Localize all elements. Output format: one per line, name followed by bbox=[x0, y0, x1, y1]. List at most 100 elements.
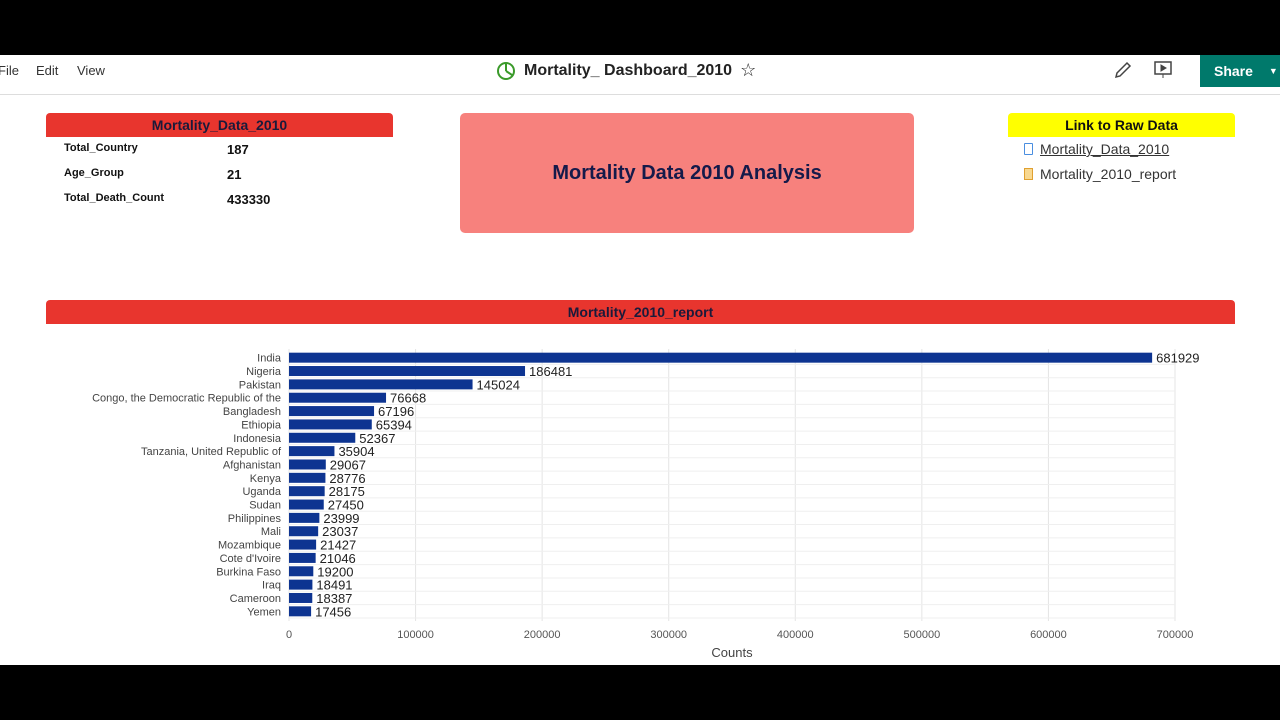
bar bbox=[289, 419, 372, 430]
links-header: Link to Raw Data bbox=[1008, 113, 1235, 137]
bar bbox=[289, 486, 325, 497]
category-label: Philippines bbox=[228, 513, 282, 525]
data-label: 29067 bbox=[330, 457, 366, 472]
data-label: 21046 bbox=[320, 551, 356, 566]
share-dropdown-icon[interactable]: ▼ bbox=[1268, 66, 1278, 76]
headline-box: Mortality Data 2010 Analysis bbox=[460, 113, 914, 233]
bar bbox=[289, 499, 324, 510]
share-button[interactable]: Share ▼ bbox=[1200, 55, 1280, 87]
category-label: Tanzania, United Republic of bbox=[141, 446, 282, 458]
bar bbox=[289, 512, 320, 523]
category-label: Sudan bbox=[249, 500, 281, 512]
link-text[interactable]: Mortality_Data_2010 bbox=[1040, 141, 1170, 157]
category-label: Pakistan bbox=[239, 379, 281, 391]
bar bbox=[289, 446, 335, 457]
sheet-icon bbox=[1024, 143, 1033, 155]
x-tick-label: 200000 bbox=[524, 629, 561, 641]
link-mortality-report[interactable]: Mortality_2010_report bbox=[1024, 166, 1176, 182]
x-tick-label: 700000 bbox=[1157, 629, 1194, 641]
data-label: 21427 bbox=[320, 538, 356, 553]
dashboard-screen: File Edit View Mortality_ Dashboard_2010… bbox=[0, 55, 1280, 665]
data-label: 35904 bbox=[338, 444, 374, 459]
data-label: 681929 bbox=[1156, 351, 1199, 366]
bar bbox=[289, 379, 473, 390]
category-label: Nigeria bbox=[246, 366, 282, 378]
summary-value: 433330 bbox=[227, 192, 271, 207]
data-label: 19200 bbox=[317, 564, 353, 579]
data-label: 18387 bbox=[316, 591, 352, 606]
looker-logo-icon bbox=[497, 61, 515, 80]
category-label: Yemen bbox=[247, 606, 281, 618]
x-tick-label: 500000 bbox=[903, 629, 940, 641]
category-label: Cameroon bbox=[230, 593, 281, 605]
bar bbox=[289, 579, 313, 590]
category-label: Bangladesh bbox=[223, 406, 281, 418]
menu-file[interactable]: File bbox=[0, 63, 19, 78]
summary-header: Mortality_Data_2010 bbox=[46, 113, 393, 137]
x-tick-label: 400000 bbox=[777, 629, 814, 641]
bar bbox=[289, 552, 316, 563]
headline-text: Mortality Data 2010 Analysis bbox=[552, 161, 822, 184]
summary-value: 21 bbox=[227, 167, 242, 182]
star-icon[interactable]: ☆ bbox=[740, 60, 757, 80]
bar bbox=[289, 566, 314, 577]
category-label: Cote d'Ivoire bbox=[220, 553, 281, 565]
category-label: Kenya bbox=[250, 473, 282, 485]
data-label: 52367 bbox=[359, 431, 395, 446]
bar bbox=[289, 366, 526, 377]
menu-edit[interactable]: Edit bbox=[36, 63, 59, 78]
data-label: 28175 bbox=[329, 484, 365, 499]
x-tick-label: 0 bbox=[286, 629, 292, 641]
summary-label: Age_Group bbox=[64, 167, 124, 179]
data-label: 27450 bbox=[328, 498, 364, 513]
link-text[interactable]: Mortality_2010_report bbox=[1040, 166, 1177, 182]
data-label: 145024 bbox=[477, 377, 520, 392]
bar bbox=[289, 472, 326, 483]
category-label: Afghanistan bbox=[223, 459, 281, 471]
bar bbox=[289, 352, 1153, 363]
bar bbox=[289, 392, 387, 403]
bar-chart: 0 100000 200000 300000 400000 500000 600000 700… bbox=[92, 349, 1200, 660]
x-tick-label: 600000 bbox=[1030, 629, 1067, 641]
bar bbox=[289, 539, 317, 550]
edit-pencil-icon[interactable] bbox=[1113, 60, 1133, 80]
bar bbox=[289, 526, 319, 537]
x-axis-title: Counts bbox=[711, 645, 753, 660]
report-title: Mortality_ Dashboard_2010 ☆ bbox=[496, 60, 756, 81]
present-icon[interactable] bbox=[1153, 60, 1173, 80]
bar bbox=[289, 592, 313, 603]
title-text: Mortality_ Dashboard_2010 bbox=[524, 61, 733, 79]
data-label: 67196 bbox=[378, 404, 414, 419]
link-mortality-data[interactable]: Mortality_Data_2010 bbox=[1024, 141, 1169, 157]
data-label: 28776 bbox=[329, 471, 365, 486]
category-label: Mozambique bbox=[218, 540, 281, 552]
category-label: Ethiopia bbox=[241, 419, 282, 431]
category-label: Indonesia bbox=[233, 433, 282, 445]
x-tick-label: 300000 bbox=[650, 629, 687, 641]
report-header: Mortality_2010_report bbox=[46, 300, 1235, 324]
data-label: 65394 bbox=[376, 417, 412, 432]
bar bbox=[289, 406, 375, 417]
data-label: 23999 bbox=[323, 511, 359, 526]
menu-view[interactable]: View bbox=[77, 63, 105, 78]
category-label: Burkina Faso bbox=[216, 566, 281, 578]
summary-value: 187 bbox=[227, 142, 249, 157]
share-label: Share bbox=[1214, 63, 1253, 79]
bar bbox=[289, 459, 326, 470]
data-label: 76668 bbox=[390, 391, 426, 406]
bar bbox=[289, 606, 312, 617]
category-label: Congo, the Democratic Republic of the bbox=[92, 393, 281, 405]
summary-label: Total_Death_Count bbox=[64, 192, 165, 204]
data-label: 18491 bbox=[316, 578, 352, 593]
x-tick-label: 100000 bbox=[397, 629, 434, 641]
category-label: Uganda bbox=[242, 486, 281, 498]
category-label: Iraq bbox=[262, 580, 281, 592]
data-label: 17456 bbox=[315, 604, 351, 619]
category-label: Mali bbox=[261, 526, 281, 538]
data-label: 186481 bbox=[529, 364, 572, 379]
report-icon bbox=[1024, 168, 1033, 180]
bar bbox=[289, 432, 356, 443]
category-label: India bbox=[257, 353, 282, 365]
data-label: 23037 bbox=[322, 524, 358, 539]
top-bar: File Edit View Mortality_ Dashboard_2010… bbox=[0, 55, 1280, 95]
